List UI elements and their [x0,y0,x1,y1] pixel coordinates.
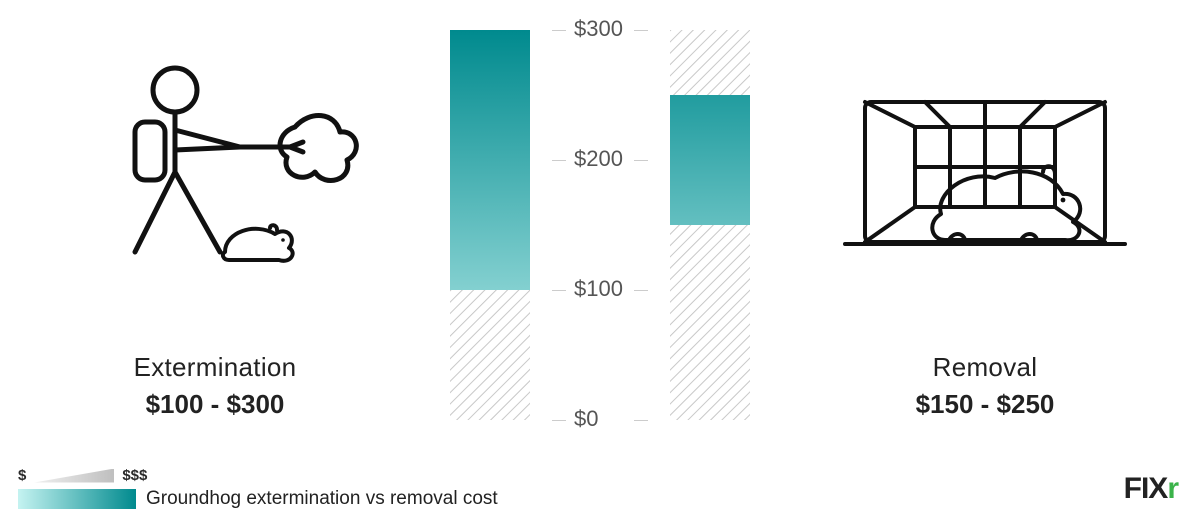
panel-removal: Removal $150 - $250 [770,10,1200,450]
legend: $ $$$ Groundhog extermination vs removal… [18,467,498,510]
ytick-label: $100 [574,276,623,302]
extermination-title: Extermination [134,352,297,383]
removal-title: Removal [933,352,1038,383]
legend-low-symbol: $ [18,467,26,484]
legend-caption: Groundhog extermination vs removal cost [146,488,498,510]
extermination-icon [65,10,365,334]
legend-gradient-swatch [18,489,136,509]
fixr-logo: FIXr [1124,472,1178,506]
legend-wedge-icon [34,469,114,483]
panel-extermination: Extermination $100 - $300 [0,10,430,450]
ytick-label: $300 [574,16,623,42]
legend-high-symbol: $$$ [122,467,147,484]
removal-price: $150 - $250 [916,389,1055,420]
bar-removal [670,30,750,420]
logo-accent: r [1167,472,1178,505]
ytick-label: $200 [574,146,623,172]
removal-icon [835,10,1135,334]
logo-text: FIX [1124,472,1168,505]
cost-range-chart: $0 $100 $200 $300 [430,10,770,450]
bar-extermination [450,30,530,420]
extermination-price: $100 - $300 [146,389,285,420]
ytick-label: $0 [574,406,598,432]
